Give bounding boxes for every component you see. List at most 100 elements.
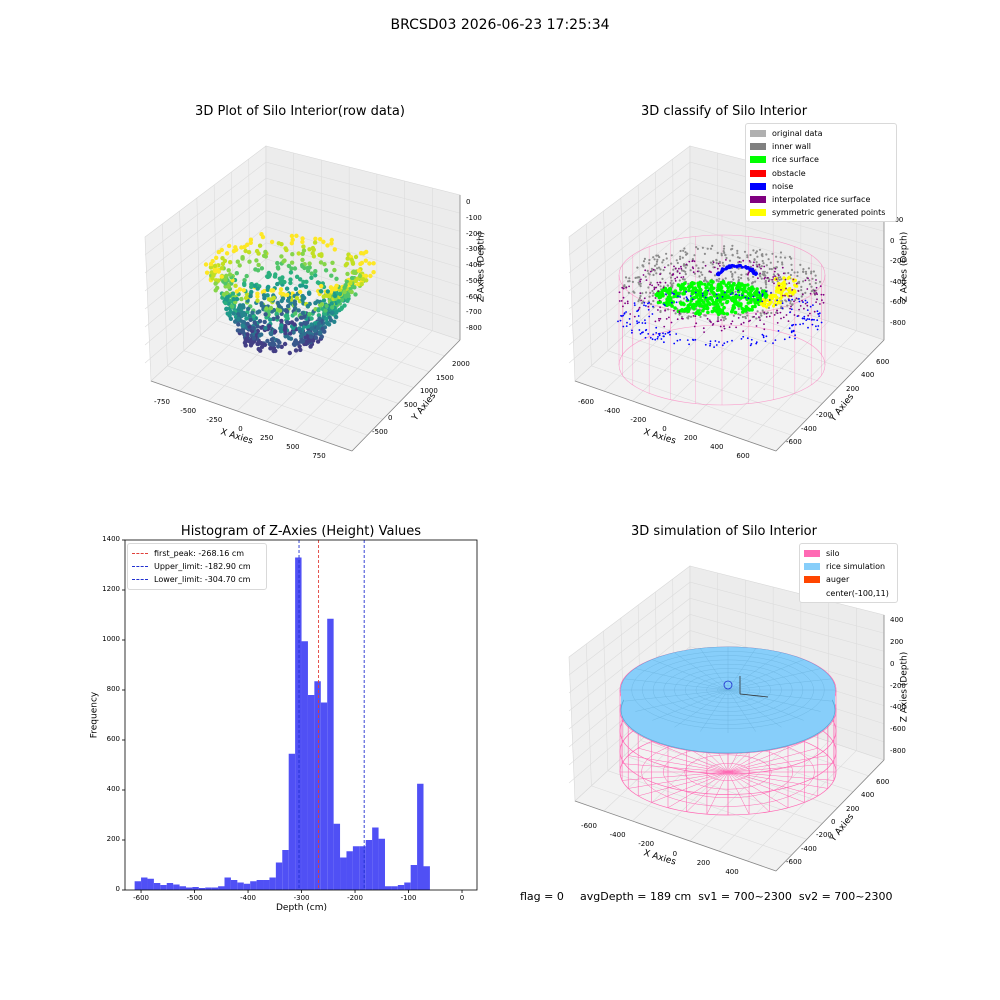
data-point <box>666 290 670 295</box>
data-point <box>717 262 720 265</box>
data-point <box>245 321 250 326</box>
data-point <box>793 271 796 274</box>
data-point <box>638 296 642 300</box>
data-point <box>783 338 786 341</box>
data-point <box>696 301 700 306</box>
grid-line <box>568 210 885 310</box>
data-point <box>724 283 729 288</box>
grid-line <box>568 226 885 328</box>
data-point <box>671 301 673 304</box>
grid-line <box>213 184 218 321</box>
data-point <box>701 308 705 313</box>
data-point <box>208 261 214 267</box>
data-point <box>704 292 708 297</box>
data-point <box>739 264 742 267</box>
data-point <box>731 247 734 250</box>
silo-floor-spoke <box>667 771 729 808</box>
data-point <box>680 276 683 279</box>
grid-line <box>179 210 185 351</box>
data-point <box>775 255 778 258</box>
data-point <box>759 287 763 290</box>
data-point <box>659 310 662 314</box>
data-point <box>676 283 681 287</box>
data-point <box>303 321 308 326</box>
histogram-bar <box>263 880 270 890</box>
data-point <box>342 285 347 290</box>
data-point <box>676 270 679 272</box>
histogram-bar <box>423 866 430 890</box>
grid-line <box>747 330 857 442</box>
histogram-bar <box>269 877 276 890</box>
z-tick-label: -800 <box>890 319 906 327</box>
data-point <box>231 248 237 254</box>
data-point <box>300 239 305 245</box>
x-tick-label: 0 <box>672 849 678 858</box>
data-point <box>776 312 779 314</box>
data-point <box>719 280 724 285</box>
data-point <box>804 302 807 305</box>
data-point <box>643 301 646 304</box>
data-point <box>658 317 660 320</box>
data-point <box>675 333 678 335</box>
data-point <box>693 260 696 263</box>
data-point <box>368 273 373 279</box>
data-point <box>773 282 775 285</box>
data-point <box>628 318 631 320</box>
data-point <box>371 261 376 266</box>
data-point <box>646 269 649 272</box>
data-point <box>678 312 681 315</box>
grid-line <box>585 223 592 366</box>
data-point <box>761 333 764 336</box>
data-point <box>715 261 718 265</box>
data-point <box>328 285 334 290</box>
data-point <box>814 293 816 295</box>
data-point <box>764 276 766 279</box>
data-point <box>255 310 260 315</box>
data-point <box>624 276 628 279</box>
data-point <box>780 289 782 291</box>
data-point <box>756 255 759 258</box>
data-point <box>726 286 730 290</box>
data-point <box>679 339 681 341</box>
data-point <box>752 297 756 302</box>
data-point <box>815 292 818 294</box>
data-point <box>262 295 267 301</box>
x-tick-label: -500 <box>180 407 197 415</box>
data-point <box>668 302 672 307</box>
grid-line <box>632 293 746 402</box>
legend-item: center(-100,11) <box>804 587 891 600</box>
data-point <box>293 348 299 353</box>
data-point <box>259 341 264 346</box>
data-point <box>327 315 332 320</box>
histogram-bar <box>205 887 212 890</box>
x-tick-label: -250 <box>206 416 223 424</box>
data-point <box>730 280 733 283</box>
data-point <box>816 298 818 301</box>
data-point <box>685 263 688 266</box>
data-point <box>361 277 366 282</box>
data-point <box>668 272 672 275</box>
data-point <box>698 297 702 302</box>
data-point <box>262 288 267 294</box>
data-point <box>758 266 761 269</box>
histogram-bar <box>384 886 392 890</box>
data-point <box>755 272 758 276</box>
data-point <box>676 276 679 279</box>
data-point <box>322 262 327 267</box>
data-point <box>633 291 636 294</box>
histogram-bar <box>365 840 373 890</box>
data-point <box>776 299 778 302</box>
data-point <box>711 244 714 247</box>
data-point <box>332 319 337 324</box>
data-point <box>319 289 324 294</box>
data-point <box>216 269 221 274</box>
x-tick-label: 600 <box>736 452 750 460</box>
data-point <box>810 270 813 273</box>
data-point <box>767 280 770 282</box>
data-point <box>240 323 246 329</box>
data-point <box>227 272 233 277</box>
data-point <box>237 287 243 292</box>
rice-mesh <box>624 689 729 702</box>
y-tick-label: -600 <box>786 438 802 446</box>
data-point <box>638 276 641 279</box>
